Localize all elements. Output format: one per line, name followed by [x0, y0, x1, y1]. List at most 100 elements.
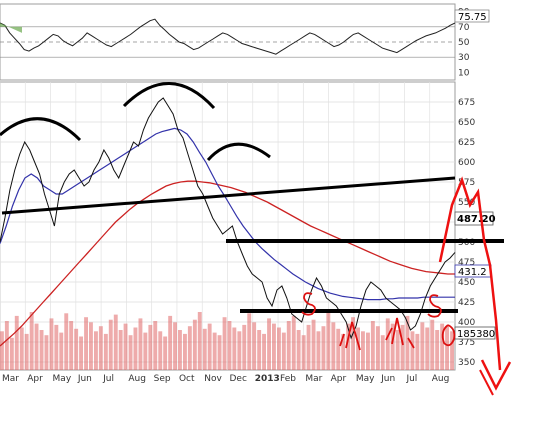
x-axis-ticks: Mar Apr May Jun Jul Aug Sep Oct Nov Dec 2013 Feb Mar…: [2, 374, 449, 384]
volume-bar: [405, 315, 410, 370]
rsi-tick-label: 30: [458, 53, 470, 63]
moving-average-short-line: [0, 127, 455, 301]
volume-bar: [370, 321, 375, 370]
volume-bar: [202, 328, 207, 370]
volume-bar: [430, 319, 435, 370]
volume-bar: [361, 331, 365, 370]
volume-bar: [192, 319, 197, 370]
rsi-overbought-fill: [0, 23, 22, 33]
hand-drawn-annotations: [0, 82, 504, 313]
volume-bar: [267, 318, 271, 370]
price-tick-label: 425: [458, 298, 475, 308]
ma-current-value: 431.2: [458, 267, 487, 278]
price-line: [0, 97, 456, 340]
volume-bar: [351, 317, 355, 370]
volume-bar: [138, 318, 143, 370]
volume-bar: [316, 331, 321, 370]
volume-bar: [207, 323, 212, 370]
volume-bar: [336, 328, 341, 370]
volume-bar: [440, 323, 445, 370]
volume-bar: [158, 331, 163, 370]
volume-bar: [385, 318, 390, 370]
price-tick-label: 650: [458, 118, 475, 128]
volume-bar: [163, 336, 168, 370]
volume-bar: [59, 332, 64, 370]
volume-bar: [247, 313, 252, 370]
volume-current-value: 185380: [457, 329, 495, 340]
x-tick-label: Dec: [230, 374, 247, 384]
volume-bar: [4, 321, 9, 370]
volume-bar: [296, 330, 301, 370]
rsi-tick-label: 70: [458, 23, 470, 33]
x-tick-label: May: [53, 374, 72, 384]
rsi-current-badge: [454, 9, 490, 23]
volume-bar: [84, 317, 88, 370]
x-tick-label: Jul: [102, 374, 114, 384]
volume-bar: [128, 335, 133, 370]
volume-bar: [410, 331, 415, 370]
x-tick-label: Jun: [77, 374, 92, 384]
volume-bar: [14, 315, 19, 370]
volume-bar: [133, 327, 138, 370]
price-current-value: 487.20: [457, 214, 496, 225]
volume-bar: [346, 323, 351, 370]
price-tick-label: 575: [458, 178, 475, 188]
rsi-tick-label: 50: [458, 38, 470, 48]
projection-path: [438, 176, 502, 371]
volume-bar: [252, 322, 257, 370]
volume-bar: [89, 322, 93, 370]
volume-bar: [44, 335, 49, 370]
volume-bar: [222, 317, 227, 370]
x-tick-label: Sep: [154, 374, 171, 384]
volume-bar: [113, 314, 118, 370]
volume-bar: [277, 327, 281, 370]
volume-bars: [0, 312, 454, 370]
rsi-current-value: 75.75: [458, 12, 487, 23]
volume-bar: [375, 326, 380, 370]
x-tick-label: Aug: [128, 374, 146, 384]
red-annotations: [301, 176, 512, 396]
volume-bar: [242, 324, 247, 370]
shoulder-mark-s-right: [427, 294, 442, 318]
rsi-tick-label: 10: [458, 68, 470, 78]
x-tick-label: 2013: [255, 374, 280, 384]
volume-bar: [400, 324, 405, 370]
shoulder-mark-s-left: [301, 292, 316, 316]
volume-bar: [0, 331, 4, 370]
x-tick-label: Mar: [305, 374, 322, 384]
volume-bar: [143, 332, 148, 370]
volume-bar: [24, 333, 29, 370]
volume-bar: [281, 332, 286, 370]
volume-bar: [425, 327, 430, 370]
rsi-panel: 9070503010 75.75: [0, 3, 490, 81]
price-tick-label: 675: [458, 98, 475, 108]
volume-bar: [257, 330, 262, 370]
volume-bar: [435, 330, 440, 370]
volume-bar: [301, 335, 306, 370]
volume-bar: [390, 323, 395, 370]
price-tick-label: 475: [458, 258, 475, 268]
volume-bar: [94, 331, 98, 370]
volume-bar: [232, 327, 237, 370]
volume-bar: [341, 333, 346, 370]
rsi-line: [0, 18, 456, 55]
volume-bar: [64, 313, 69, 370]
volume-bar: [118, 330, 123, 370]
volume-bar: [79, 336, 83, 370]
down-arrow-head: [480, 359, 512, 391]
volume-bar: [450, 331, 454, 370]
volume-bar: [183, 333, 187, 370]
target-mark-circle: [441, 324, 456, 347]
volume-bar: [227, 321, 232, 370]
volume-bar: [74, 328, 79, 370]
volume-bar: [29, 312, 34, 370]
volume-bar: [331, 322, 336, 370]
volume-bar: [178, 330, 182, 370]
price-panel: 6756506256005755505255004754504254003753…: [0, 81, 496, 384]
price-current-badge: [454, 211, 494, 226]
volume-bar: [286, 321, 291, 370]
x-tick-label: May: [356, 374, 375, 384]
rsi-guide-lines: [0, 26, 455, 58]
volume-bar: [34, 323, 39, 370]
